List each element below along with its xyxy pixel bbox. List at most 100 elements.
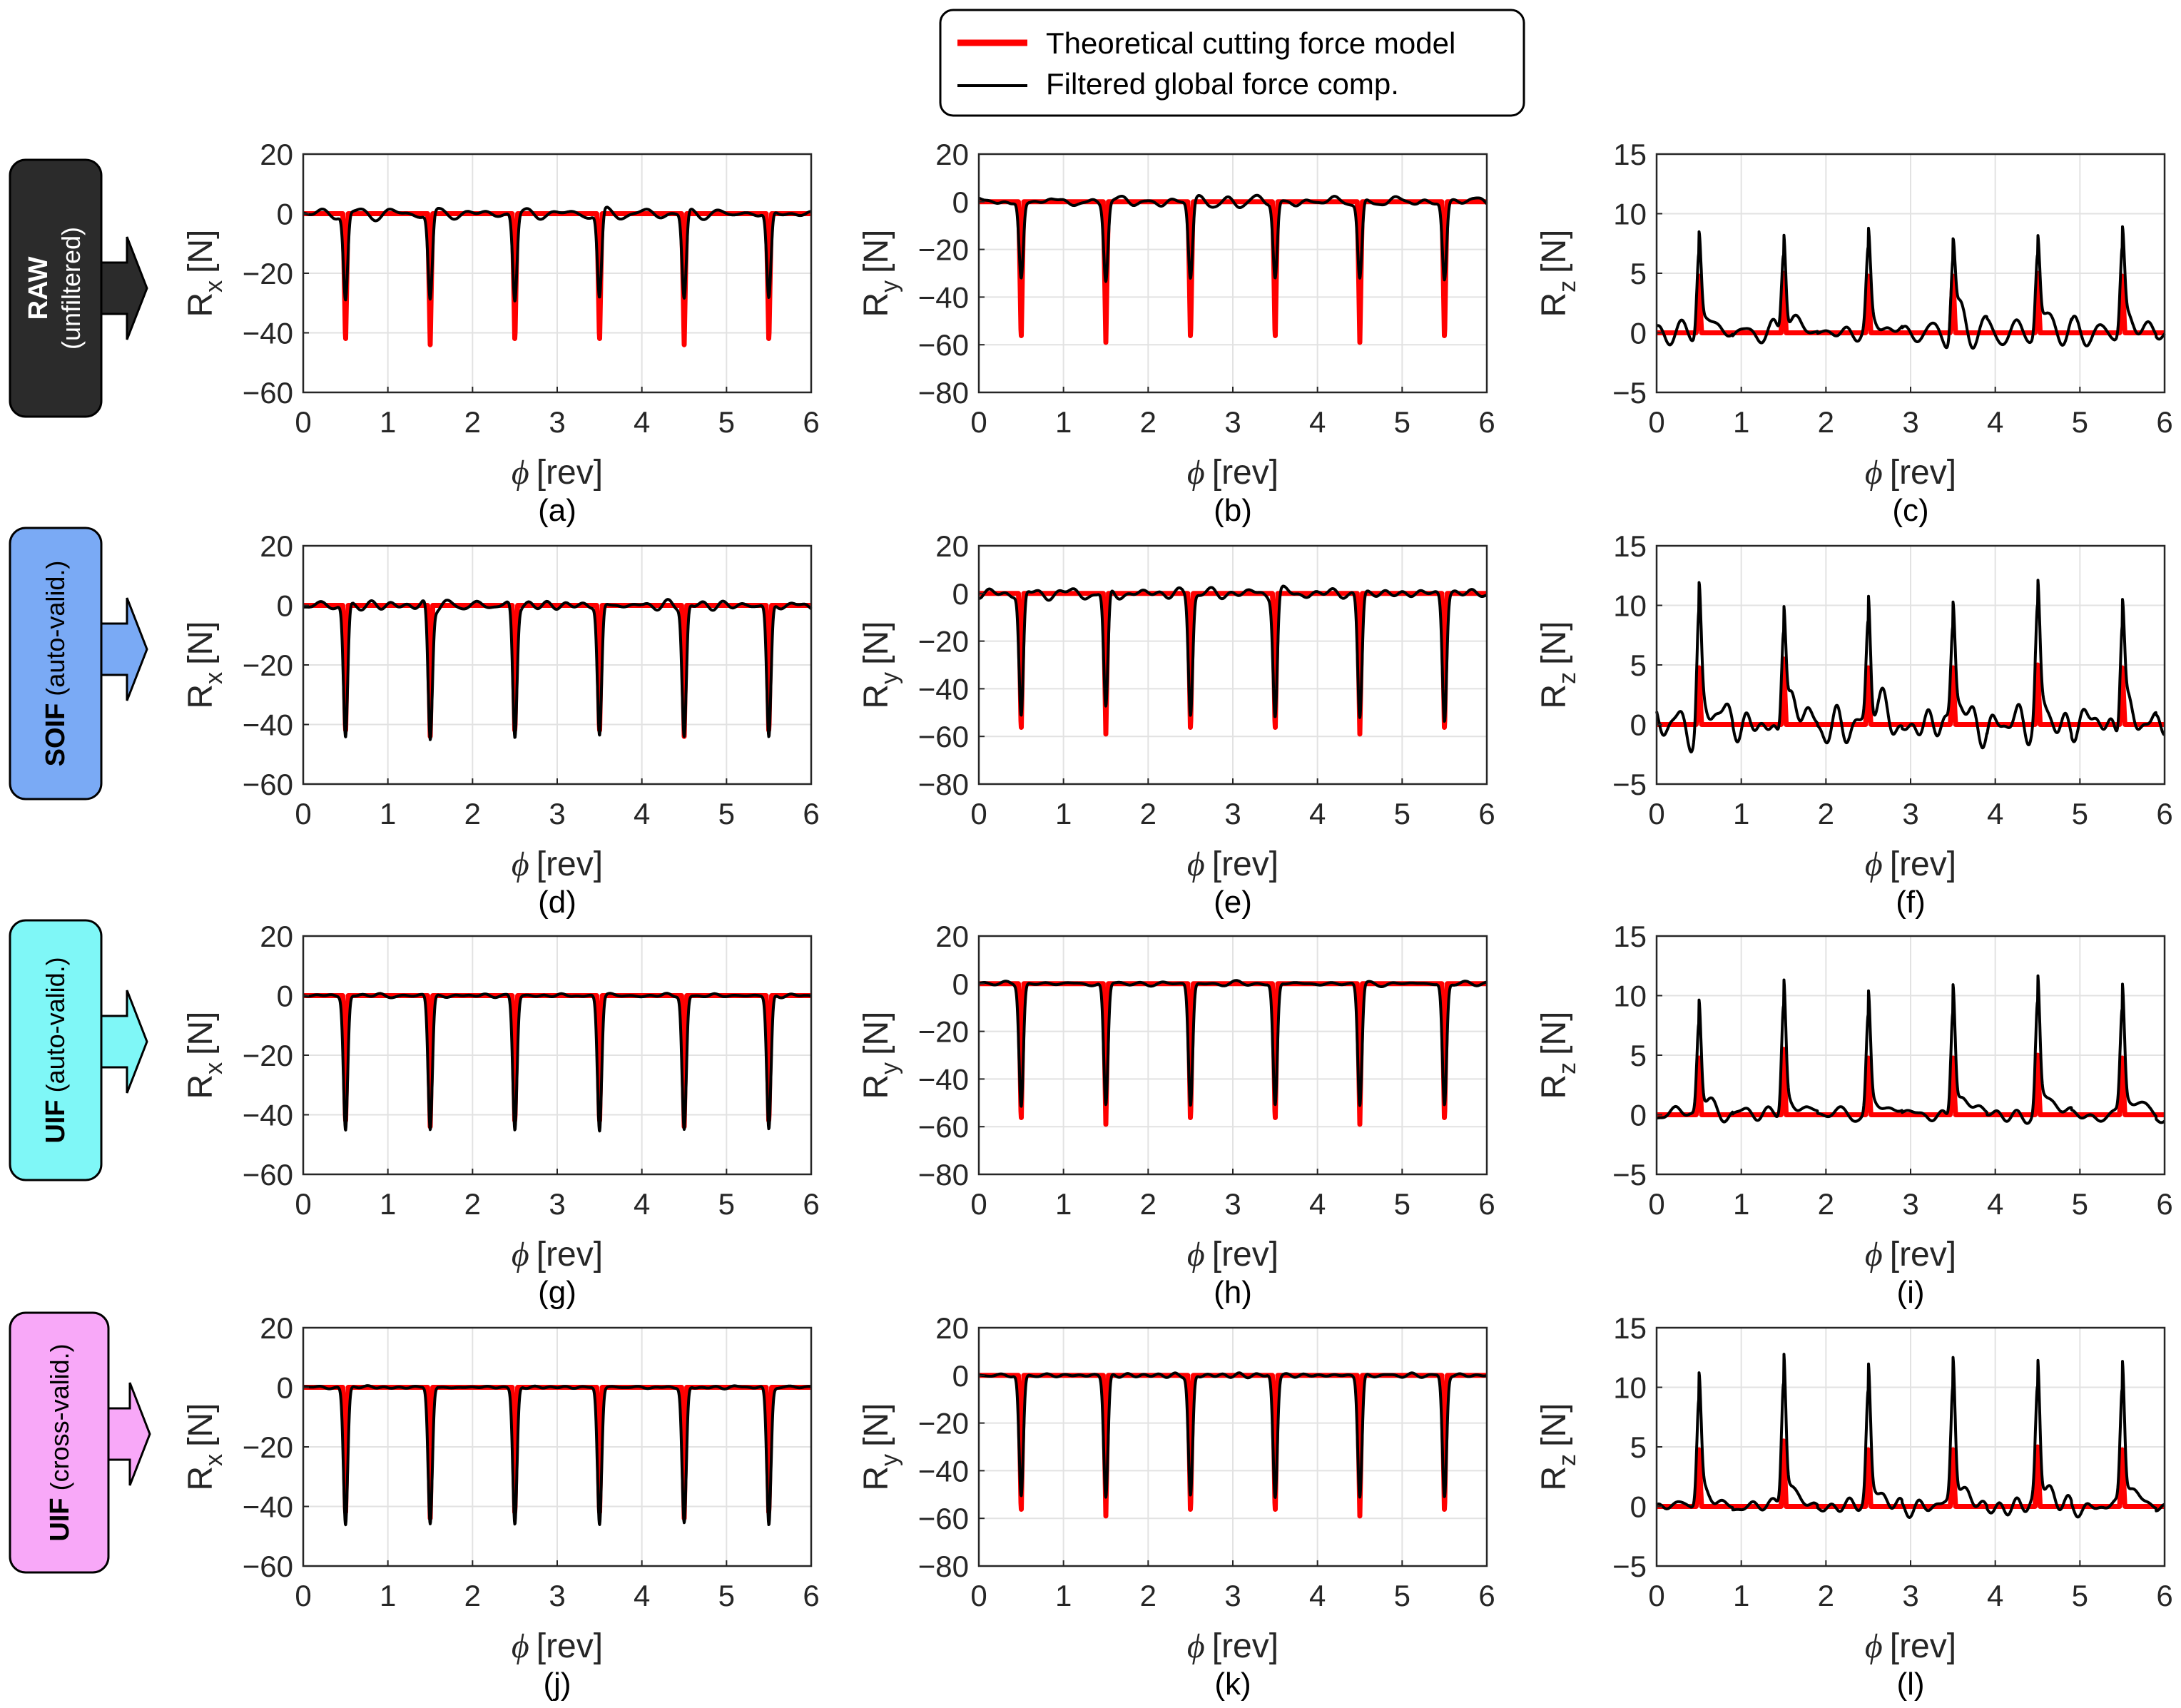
series-filtered-line: [977, 584, 1488, 723]
y-tick-label: −60: [918, 328, 969, 362]
series-filtered-line: [977, 193, 1488, 283]
y-axis-main: R: [1535, 1074, 1573, 1099]
y-tick-label: −60: [918, 1110, 969, 1144]
x-tick-label: 3: [549, 797, 565, 830]
y-tick-label: −5: [1612, 1550, 1647, 1583]
y-tick-label: 20: [260, 920, 293, 953]
x-tick-label: 0: [295, 1187, 311, 1221]
x-axis-symbol: ϕ: [1865, 454, 1883, 492]
x-tick-label: 4: [1987, 1187, 2003, 1221]
x-axis-symbol: ϕ: [512, 1236, 529, 1274]
x-tick-label: 1: [1055, 1187, 1072, 1221]
y-tick-label: −20: [243, 257, 293, 290]
row-label-text: SOIF (auto-valid.): [41, 561, 71, 767]
x-tick-label: 6: [1478, 797, 1495, 830]
y-axis-unit: [N]: [182, 1403, 220, 1446]
x-axis-unit: [rev]: [1212, 845, 1278, 883]
x-tick-label: 4: [634, 1187, 650, 1221]
row-label-sub: (auto-valid.): [41, 957, 70, 1092]
x-axis-symbol: ϕ: [1187, 1236, 1205, 1274]
y-axis-subscript: z: [1554, 1062, 1581, 1074]
x-axis-label: ϕ [rev]: [1187, 1627, 1278, 1665]
x-tick-label: 3: [1224, 405, 1241, 439]
y-axis-label: Rx [N]: [182, 1011, 228, 1099]
series-model-line: [1654, 1047, 2167, 1117]
y-tick-label: 20: [260, 529, 293, 563]
y-tick-label: 5: [1630, 257, 1647, 290]
y-tick-label: −40: [918, 280, 969, 314]
x-tick-label: 2: [1818, 1187, 1834, 1221]
x-tick-label: 6: [2156, 797, 2172, 830]
y-axis-main: R: [182, 684, 220, 709]
y-axis-label: Ry [N]: [858, 229, 903, 317]
y-tick-label: 0: [1630, 708, 1647, 742]
x-tick-label: 0: [1648, 405, 1664, 439]
y-axis-subscript: y: [876, 1062, 903, 1074]
x-tick-label: 6: [803, 1187, 819, 1221]
x-tick-label: 6: [1478, 1187, 1495, 1221]
x-tick-label: 0: [295, 405, 311, 439]
x-axis-symbol: ϕ: [1187, 845, 1205, 883]
y-axis-unit: [N]: [1535, 621, 1573, 664]
y-tick-label: 0: [952, 967, 969, 1001]
x-tick-label: 6: [803, 1579, 819, 1612]
y-axis-main: R: [858, 1466, 895, 1491]
y-axis-unit: [N]: [1535, 229, 1573, 273]
x-tick-label: 3: [549, 405, 565, 439]
x-tick-label: 3: [549, 1579, 565, 1612]
series-filtered-line: [977, 1371, 1488, 1499]
row-label-2: UIF (auto-valid.): [9, 919, 148, 1181]
y-tick-label: 0: [277, 980, 293, 1013]
panel-b: 0 1 2 3 4 5 6 −80 −60 −40 −20 0 20 ϕ [rev](b) Ry [N]: [858, 138, 1495, 528]
y-tick-label: −40: [918, 1454, 969, 1488]
series-filtered-line: [1655, 225, 2166, 350]
x-tick-label: 6: [2156, 1187, 2172, 1221]
row-arrow: [100, 597, 148, 701]
y-tick-label: −60: [243, 768, 293, 801]
row-label-3: UIF (cross-valid.): [9, 1311, 151, 1574]
x-tick-label: 3: [1224, 797, 1241, 830]
x-tick-label: 5: [718, 1579, 735, 1612]
y-tick-label: −60: [918, 1502, 969, 1535]
y-tick-label: −60: [918, 720, 969, 753]
row-label-main: SOIF: [41, 703, 71, 767]
y-tick-label: −80: [918, 1158, 969, 1191]
panel-caption: (k): [1214, 1667, 1251, 1702]
y-tick-label: 0: [1630, 1099, 1647, 1132]
y-axis-label: Ry [N]: [858, 1011, 903, 1099]
y-axis-subscript: y: [876, 280, 903, 293]
panel-caption: (e): [1214, 885, 1252, 920]
y-axis-label: Rx [N]: [182, 229, 228, 317]
y-axis-subscript: x: [200, 1454, 228, 1466]
x-tick-label: 4: [1309, 405, 1326, 439]
x-axis-unit: [rev]: [1212, 1236, 1278, 1274]
y-tick-label: 5: [1630, 649, 1647, 682]
x-tick-label: 0: [970, 797, 987, 830]
panel-j: 0 1 2 3 4 5 6 −60 −40 −20 0 20 ϕ [rev](j) Rx [N]: [182, 1311, 820, 1702]
series-filtered-line: [302, 205, 813, 303]
x-tick-label: 5: [1394, 1187, 1410, 1221]
y-axis-label: Rz [N]: [1535, 621, 1581, 708]
y-tick-label: −40: [243, 1099, 293, 1132]
x-tick-label: 0: [1648, 1579, 1664, 1612]
y-axis-main: R: [858, 293, 895, 317]
panel-caption: (a): [538, 493, 576, 528]
series-model-line: [1654, 1438, 2167, 1509]
x-tick-label: 3: [1902, 797, 1918, 830]
x-tick-label: 5: [718, 1187, 735, 1221]
y-axis-label: Rz [N]: [1535, 1403, 1581, 1490]
panel-caption: (d): [538, 885, 576, 920]
x-axis-label: ϕ [rev]: [1865, 1236, 1956, 1274]
row-label-1: SOIF (auto-valid.): [9, 527, 148, 800]
x-tick-label: 0: [1648, 797, 1664, 830]
y-tick-label: 0: [1630, 317, 1647, 350]
y-tick-label: 15: [1613, 529, 1647, 563]
row-arrow: [107, 1382, 151, 1486]
x-tick-label: 2: [464, 405, 481, 439]
x-tick-label: 1: [1055, 1579, 1072, 1612]
y-tick-label: 0: [277, 1371, 293, 1405]
y-tick-label: 0: [277, 198, 293, 231]
y-tick-label: −20: [918, 625, 969, 659]
